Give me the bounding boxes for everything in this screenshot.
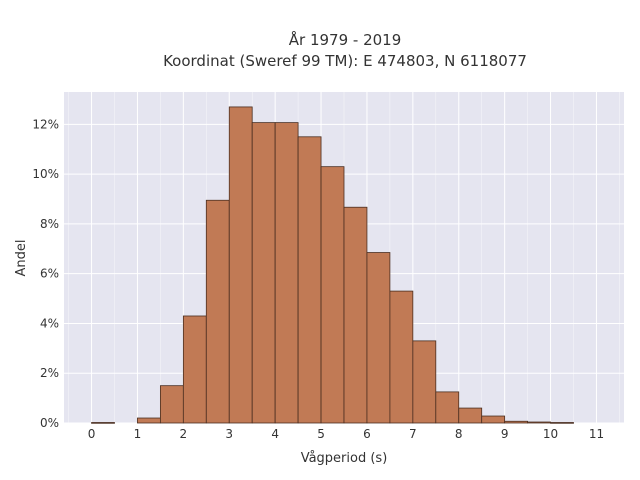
x-tick-label-3: 3	[225, 427, 233, 441]
bar-0	[91, 422, 115, 424]
bars-group	[91, 106, 574, 424]
bar-14	[435, 391, 460, 424]
y-tick-label-6: 12%	[32, 117, 59, 131]
bar-18	[527, 421, 551, 424]
chart-title-line-2: Koordinat (Sweref 99 TM): E 474803, N 61…	[163, 52, 527, 70]
x-tick-label-9: 9	[501, 427, 509, 441]
x-tick-label-11: 11	[589, 427, 604, 441]
chart-title-line-1: År 1979 - 2019	[289, 30, 402, 49]
x-axis-label: Vågperiod (s)	[301, 451, 388, 466]
bar-17	[504, 420, 529, 424]
y-tick-label-0: 0%	[40, 416, 59, 430]
bar-12	[389, 290, 414, 424]
y-tick-label-3: 6%	[40, 267, 59, 281]
bar-4	[205, 199, 230, 424]
x-tick-label-6: 6	[363, 427, 371, 441]
x-tick-label-5: 5	[317, 427, 325, 441]
x-tick-label-10: 10	[543, 427, 558, 441]
x-tick-label-8: 8	[455, 427, 463, 441]
bar-8	[297, 136, 322, 424]
bar-13	[412, 340, 437, 424]
y-tick-label-4: 8%	[40, 217, 59, 231]
bar-3	[182, 315, 207, 424]
bar-6	[251, 122, 276, 424]
bar-15	[458, 407, 483, 424]
bar-16	[481, 415, 506, 424]
x-tick-label-1: 1	[134, 427, 142, 441]
y-tick-label-2: 4%	[40, 316, 59, 330]
y-tick-label-1: 2%	[40, 366, 59, 380]
y-tick-label-5: 10%	[32, 167, 59, 181]
bar-11	[366, 252, 391, 424]
x-axis-ticks: 0 1 2 3 4 5 6 7 8 9 10 11	[88, 427, 604, 441]
y-axis-label: Andel	[14, 240, 29, 277]
x-tick-label-7: 7	[409, 427, 417, 441]
x-tick-label-4: 4	[271, 427, 279, 441]
bar-1	[137, 417, 161, 424]
bar-2	[159, 385, 184, 424]
bar-7	[274, 122, 299, 424]
x-tick-label-2: 2	[180, 427, 188, 441]
bar-10	[343, 206, 368, 424]
bar-5	[228, 106, 253, 424]
bar-9	[320, 166, 345, 424]
x-tick-label-0: 0	[88, 427, 96, 441]
y-axis-ticks: 0% 2% 4% 6% 8% 10% 12%	[32, 117, 59, 430]
bar-19	[550, 422, 574, 424]
